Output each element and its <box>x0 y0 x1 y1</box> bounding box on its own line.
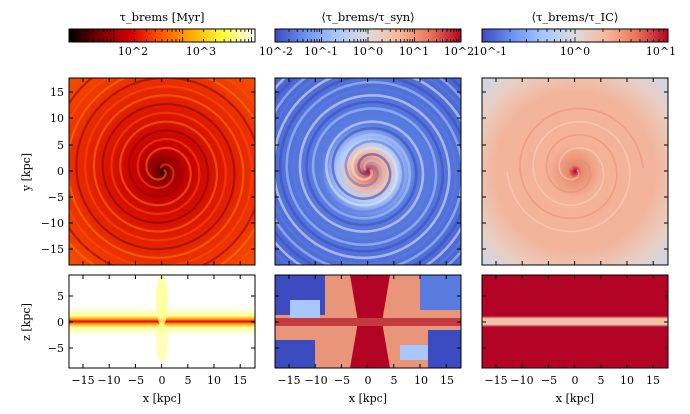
x-axis-label-1: x [kpc] <box>143 392 181 405</box>
colorbar-ic-tick-1e1: 10^1 <box>646 45 676 58</box>
x-axis-label-2: x [kpc] <box>349 392 387 405</box>
x-tick-p5-m5: −5 <box>541 374 557 387</box>
x-tick-p4-10: 10 <box>414 374 428 387</box>
colorbar-ticks <box>77 29 665 42</box>
x-tick-p5-0: 0 <box>572 374 579 387</box>
y-tick-10: 10 <box>50 112 64 125</box>
y-tick-m5: −5 <box>48 191 64 204</box>
x-tick-p4-m15: −15 <box>277 374 300 387</box>
x-tick-p3-m10: −10 <box>97 374 120 387</box>
x-tick-p4-0: 0 <box>365 374 372 387</box>
panel-brems-face-on <box>69 78 255 265</box>
x-axis-label-3: x [kpc] <box>556 392 594 405</box>
panel-brems-edge-on <box>69 275 255 368</box>
colorbar-title-brems-ic: ⟨τ_brems/τ_IC⟩ <box>532 10 619 24</box>
z-tick-0: 0 <box>57 316 64 329</box>
panel-brems-ic-edge-on <box>482 275 668 368</box>
z-tick-5: 5 <box>57 290 64 303</box>
x-tick-p5-5: 5 <box>598 374 605 387</box>
colorbar-title-brems: τ_brems [Myr] <box>120 10 205 24</box>
x-tick-p4-5: 5 <box>391 374 398 387</box>
colorbar-syn-tick-1e0: 10^0 <box>353 45 383 58</box>
y-tick-15: 15 <box>50 86 64 99</box>
y-tick-m10: −10 <box>41 217 64 230</box>
x-tick-p5-10: 10 <box>620 374 634 387</box>
y-axis-label: y [kpc] <box>20 153 33 192</box>
x-tick-p4-15: 15 <box>440 374 454 387</box>
y-tick-m15: −15 <box>41 243 64 256</box>
panel-brems-syn-edge-on <box>275 275 461 368</box>
colorbar-syn-tick-1e2: 10^2 <box>444 45 474 58</box>
y-tick-0: 0 <box>57 165 64 178</box>
x-tick-p4-m10: −10 <box>304 374 327 387</box>
panel-brems-syn-face-on <box>275 78 461 265</box>
colorbar-brems-tick-1e3: 10^3 <box>186 45 216 58</box>
x-tick-p5-m10: −10 <box>510 374 533 387</box>
axis-ticks <box>69 78 668 368</box>
colorbar-syn-tick-1e-1: 10^-1 <box>304 45 338 58</box>
y-tick-5: 5 <box>57 139 64 152</box>
x-tick-p3-m5: −5 <box>128 374 144 387</box>
z-axis-label: z [kpc] <box>20 303 33 341</box>
x-tick-p5-m15: −15 <box>484 374 507 387</box>
panel-brems-ic-face-on <box>482 78 668 265</box>
x-tick-p3-5: 5 <box>185 374 192 387</box>
x-tick-p5-15: 15 <box>646 374 660 387</box>
colorbar-title-brems-syn: ⟨τ_brems/τ_syn⟩ <box>321 10 414 24</box>
colorbar-syn-tick-1e1: 10^1 <box>399 45 429 58</box>
z-tick-m5: −5 <box>48 342 64 355</box>
colorbar-brems-tick-1e2: 10^2 <box>118 45 148 58</box>
x-tick-p3-m15: −15 <box>71 374 94 387</box>
x-tick-p3-10: 10 <box>207 374 221 387</box>
colorbar-syn-tick-1e-2: 10^-2 <box>259 45 293 58</box>
colorbar-ic-tick-1e0: 10^0 <box>560 45 590 58</box>
x-tick-p3-0: 0 <box>159 374 166 387</box>
colorbar-ic-tick-1e-1: 10^-1 <box>473 45 507 58</box>
x-tick-p3-15: 15 <box>233 374 247 387</box>
x-tick-p4-m5: −5 <box>334 374 350 387</box>
